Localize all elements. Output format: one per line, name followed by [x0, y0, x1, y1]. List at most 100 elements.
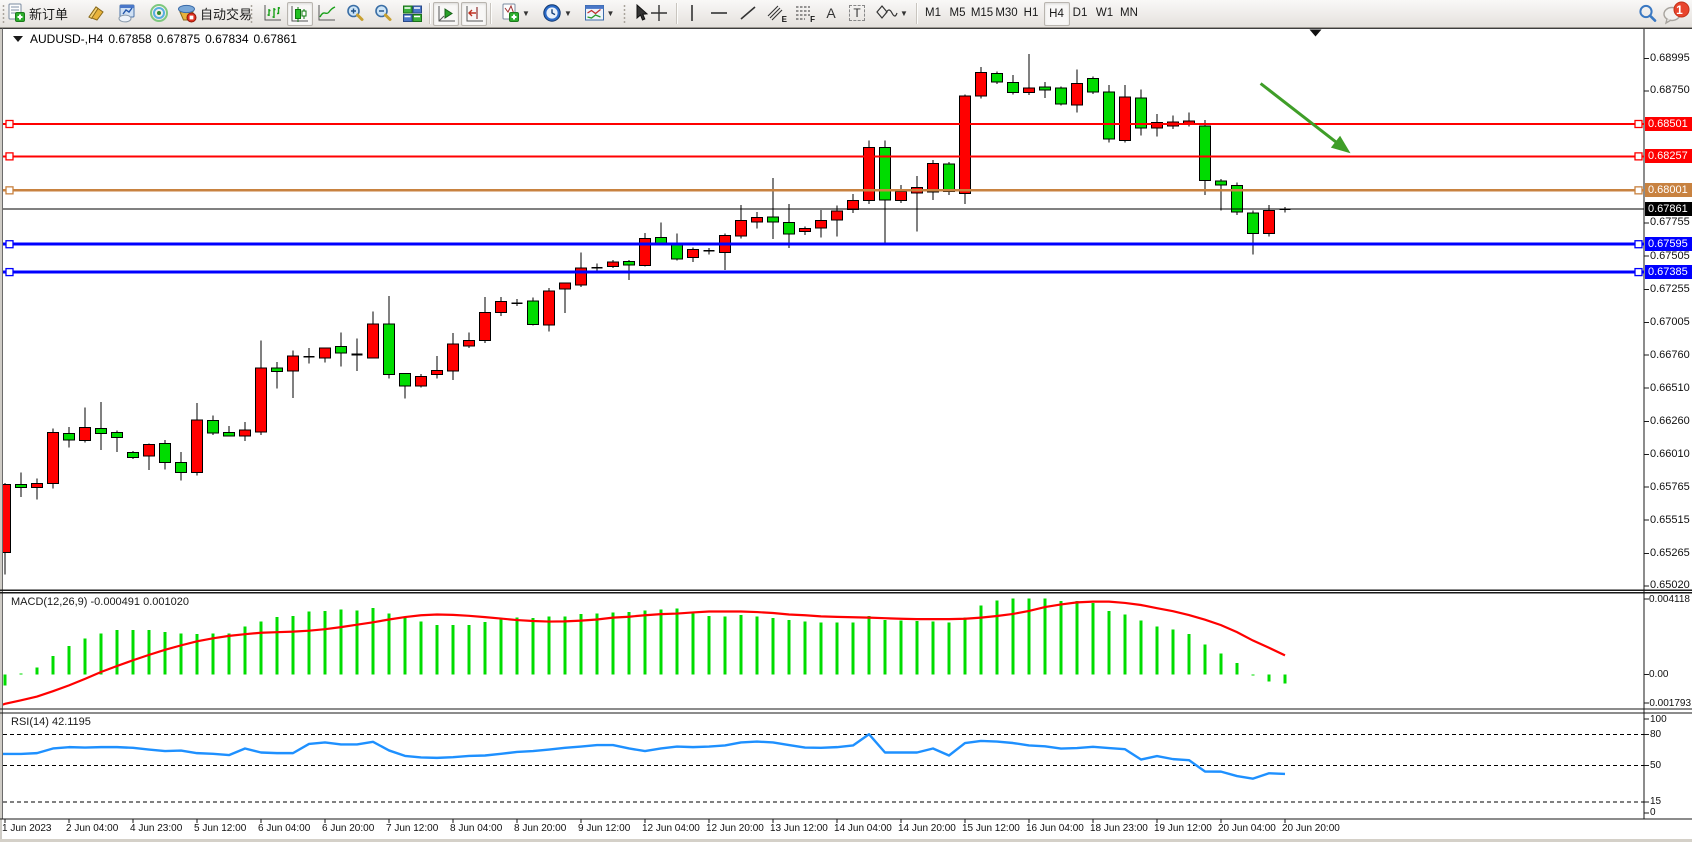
- level-line-handle[interactable]: [1634, 267, 1643, 277]
- indicators-button[interactable]: ▼: [496, 2, 534, 24]
- rsi-current-value: 42.1195: [51, 716, 91, 728]
- chart-window-button[interactable]: [114, 2, 140, 24]
- price-tick-label: 0.67505: [1650, 249, 1690, 262]
- search-button[interactable]: [1634, 2, 1660, 24]
- timeframe-button-H4[interactable]: H4: [1043, 2, 1070, 26]
- periods-button[interactable]: ▼: [538, 2, 576, 24]
- level-line-handle[interactable]: [5, 240, 14, 249]
- shapes-tool-button[interactable]: ▼: [872, 2, 912, 24]
- macd-histogram-bar: [1091, 602, 1095, 675]
- collapse-triangle-icon[interactable]: [13, 36, 23, 42]
- candle-body: [815, 220, 827, 229]
- level-line-handle[interactable]: [5, 186, 14, 195]
- level-line-handle[interactable]: [1634, 152, 1643, 161]
- chart-shift-button[interactable]: [461, 2, 487, 26]
- cursor-tool-button[interactable]: [629, 2, 653, 24]
- timeframe-button-H1[interactable]: H1: [1023, 7, 1039, 19]
- candle-body: [559, 282, 571, 290]
- macd-histogram-bar: [147, 630, 151, 675]
- tile-windows-button[interactable]: [399, 2, 425, 24]
- horizontal-line-tool-button[interactable]: [708, 2, 730, 24]
- macd-histogram-bar: [403, 617, 407, 675]
- macd-histogram-bar: [1251, 674, 1255, 676]
- time-tick-label: 15 Jun 12:00: [962, 823, 1020, 834]
- toolbar-grip[interactable]: [623, 4, 626, 23]
- bar-chart-button[interactable]: [261, 2, 285, 24]
- macd-histogram-bar: [547, 616, 551, 675]
- level-line-handle[interactable]: [5, 267, 14, 277]
- macd-histogram-bar: [131, 630, 135, 675]
- candle-body: [1135, 97, 1147, 129]
- timeframe-button-M5[interactable]: M5: [949, 7, 966, 19]
- level-line-handle[interactable]: [5, 119, 14, 129]
- candle-body: [607, 261, 619, 267]
- candle-body: [31, 482, 43, 489]
- market-watch-button[interactable]: [84, 2, 108, 24]
- new-order-button[interactable]: 新订单: [6, 2, 78, 24]
- candle-body: [1007, 82, 1019, 94]
- text-tool-button[interactable]: A: [820, 2, 842, 24]
- toolbar-grip[interactable]: [2, 4, 5, 23]
- price-level-badge: 0.67595: [1645, 237, 1692, 252]
- time-tick-label: 18 Jun 23:00: [1090, 823, 1148, 834]
- symbol-title-row[interactable]: AUDUSD-,H4 0.67858 0.67875 0.67834 0.678…: [13, 32, 297, 46]
- trend-arrow-head[interactable]: [1330, 135, 1351, 154]
- macd-histogram-bar: [483, 622, 487, 675]
- channel-tool-tag: E: [781, 15, 787, 24]
- timeframe-button-D1[interactable]: D1: [1072, 7, 1088, 19]
- candle-body: [447, 343, 459, 372]
- timeframe-button-M30[interactable]: M30: [995, 7, 1018, 19]
- toolbar-grip[interactable]: [250, 4, 253, 23]
- macd-histogram-bar: [419, 621, 423, 675]
- zoom-in-button[interactable]: [343, 2, 367, 24]
- level-line-handle[interactable]: [5, 152, 14, 161]
- rsi-line: [3, 733, 1286, 780]
- channel-tool-button[interactable]: E: [764, 2, 788, 24]
- level-line-handle[interactable]: [1634, 240, 1643, 249]
- candle-body: [959, 95, 971, 194]
- shapes-icon: [876, 5, 898, 19]
- fibonacci-tool-button[interactable]: F: [792, 2, 816, 24]
- candlestick-chart-button[interactable]: [287, 2, 313, 26]
- timeframe-button-MN[interactable]: MN: [1120, 7, 1138, 19]
- candle-body: [671, 244, 683, 260]
- toolbar: 新订单: [0, 0, 1692, 28]
- macd-histogram-bar: [627, 612, 631, 675]
- rsi-axis-label: 80: [1650, 729, 1662, 741]
- candle-body: [655, 236, 667, 244]
- macd-histogram-bar: [51, 655, 55, 675]
- trendline-tool-button[interactable]: [737, 2, 759, 24]
- level-line-handle[interactable]: [1634, 186, 1643, 195]
- macd-histogram-bar: [259, 621, 263, 675]
- macd-histogram-bar: [211, 633, 215, 675]
- auto-trading-button[interactable]: 自动交易: [176, 2, 252, 24]
- label-tool-button[interactable]: T: [846, 2, 868, 24]
- trend-arrow-shaft[interactable]: [1259, 82, 1341, 146]
- macd-histogram-bar: [99, 633, 103, 675]
- candle-body: [735, 220, 747, 237]
- signals-button[interactable]: [146, 2, 172, 24]
- line-chart-button[interactable]: [315, 2, 339, 24]
- line-chart-icon: [318, 4, 336, 20]
- indicators-icon: [502, 3, 520, 22]
- level-line-handle[interactable]: [1634, 119, 1643, 129]
- macd-histogram-bar: [1075, 600, 1079, 675]
- timeframe-button-M1[interactable]: M1: [925, 7, 941, 19]
- macd-histogram-bar: [1043, 598, 1047, 675]
- notifications-button[interactable]: 1: [1662, 1, 1690, 25]
- candle-body: [95, 427, 107, 434]
- crosshair-tool-button[interactable]: [647, 2, 671, 24]
- zoom-out-button[interactable]: [371, 2, 395, 24]
- timeframe-button-W1[interactable]: W1: [1095, 7, 1114, 19]
- vertical-line-tool-button[interactable]: [681, 2, 703, 24]
- chart-shift-marker[interactable]: [1309, 29, 1322, 37]
- price-tick-label: 0.66260: [1650, 414, 1690, 427]
- macd-histogram-bar: [115, 630, 119, 675]
- search-icon: [1638, 4, 1656, 22]
- templates-button[interactable]: ▼: [580, 2, 618, 24]
- auto-scroll-button[interactable]: [433, 2, 459, 26]
- macd-histogram-bar: [915, 621, 919, 675]
- price-tick-label: 0.65020: [1650, 579, 1690, 592]
- timeframe-button-M15[interactable]: M15: [970, 7, 994, 19]
